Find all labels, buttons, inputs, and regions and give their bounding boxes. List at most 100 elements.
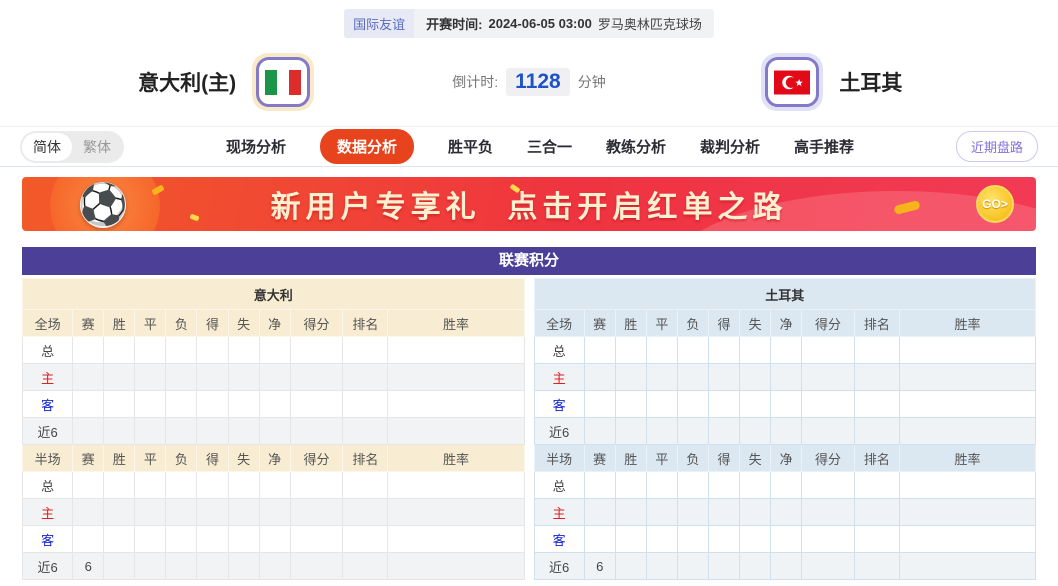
stat-cell [676,363,709,391]
stat-cell [196,336,229,364]
col-header: 平 [645,444,678,472]
stat-cell [289,525,344,553]
stat-cell [289,498,344,526]
col-header: 胜 [103,309,136,337]
recent-trend-button[interactable]: 近期盘路 [955,131,1038,162]
tab-three-in-one[interactable]: 三合一 [526,139,572,156]
stat-cell [898,363,1037,391]
tab-win-draw-lose[interactable]: 胜平负 [447,139,493,156]
tab-expert-picks[interactable]: 高手推荐 [794,139,855,156]
stat-cell [739,525,772,553]
stat-cell [707,417,741,445]
stat-cell [134,525,167,553]
col-header: 得 [196,444,229,472]
row-label: 主 [533,363,585,391]
stat-cell [676,552,709,580]
col-header: 失 [227,309,260,337]
col-header: 胜率 [387,309,525,337]
col-header: 全场 [21,309,74,337]
stat-cell [165,525,198,553]
full-header-row: 全场赛胜平负得失净得分 排名 胜率 [533,309,1037,337]
col-header: 失 [227,444,260,472]
stat-cell [72,390,105,418]
stat-cell [645,498,678,526]
stat-cell [898,417,1037,445]
stat-cell [72,417,105,445]
countdown-label: 倒计时: [452,74,499,90]
stat-cell [289,552,344,580]
lang-traditional[interactable]: 繁体 [83,138,111,155]
stat-row-away: 客 [533,390,1037,418]
stat-cell [227,363,260,391]
col-header: 胜 [614,444,647,472]
stat-cell [707,390,741,418]
stat-cell [770,525,803,553]
col-header: 胜 [614,309,647,337]
stat-cell [134,498,167,526]
col-header: 净 [258,309,291,337]
half-header-row: 半场赛胜平负得失净得分 排名 胜率 [533,444,1037,472]
lang-simplified[interactable]: 简体 [22,132,72,161]
stat-cell [898,336,1037,364]
stat-row-away: 客 [21,390,525,418]
col-header: 赛 [583,444,616,472]
stat-cell [103,525,136,553]
col-header: 排名 [853,444,900,472]
tab-data-analysis[interactable]: 数据分析 [319,129,414,164]
stat-cell [134,471,167,499]
home-stats-panel: 意大利 全场赛胜平负得失净得分 排名 胜率 总 主 客 近6 半场赛胜平负得失净得分… [21,278,525,580]
stat-cell [645,363,678,391]
stat-cell [342,471,389,499]
stat-cell [801,525,855,553]
stat-cell [898,525,1037,553]
tab-live-analysis[interactable]: 现场分析 [225,139,286,156]
col-header: 净 [770,444,803,472]
col-header: 净 [258,444,291,472]
row-label: 主 [533,498,585,526]
stat-cell [227,552,260,580]
stat-cell [614,363,647,391]
row-label: 近6 [533,417,585,445]
stat-cell [801,336,855,364]
stat-cell [227,471,260,499]
kickoff-label: 开赛时间: [426,17,483,32]
row-label: 主 [21,363,74,391]
stat-cell [645,525,678,553]
stat-cell [801,552,855,580]
stat-cell [258,363,291,391]
stat-row-recent6: 近6 6 [21,552,525,580]
stat-cell [196,417,229,445]
stat-cell [342,552,389,580]
stat-cell [134,552,167,580]
tab-referee-analysis[interactable]: 裁判分析 [700,139,761,156]
promo-banner[interactable]: ⚽ 新用户专享礼 点击开启红单之路 GO> [22,177,1036,231]
stat-cell [387,525,525,553]
turkey-flag-icon [765,57,820,107]
stat-row-recent6: 近6 6 [533,552,1037,580]
stat-cell [770,552,803,580]
home-flag-card [252,53,315,111]
col-header: 得分 [801,309,855,337]
stat-cell [645,390,678,418]
stat-cell [707,552,741,580]
go-button[interactable]: GO> [976,185,1014,223]
countdown-unit: 分钟 [577,74,606,90]
full-header-row: 全场赛胜平负得失净得分 排名 胜率 [21,309,525,337]
half-header-row: 半场赛胜平负得失净得分 排名 胜率 [21,444,525,472]
tab-coach-analysis[interactable]: 教练分析 [606,139,667,156]
stat-cell [196,525,229,553]
col-header: 赛 [583,309,616,337]
col-header: 平 [134,309,167,337]
stat-cell [853,498,900,526]
stat-cell [853,552,900,580]
stat-cell [614,552,647,580]
col-header: 平 [134,444,167,472]
col-header: 负 [165,309,198,337]
stat-cell: 6 [72,552,105,580]
stat-cell [134,390,167,418]
col-header: 得 [196,309,229,337]
stat-cell [342,336,389,364]
stat-row-total: 总 [21,336,525,364]
banner-text: 新用户专享礼 点击开启红单之路 [270,191,788,224]
stat-cell [770,498,803,526]
